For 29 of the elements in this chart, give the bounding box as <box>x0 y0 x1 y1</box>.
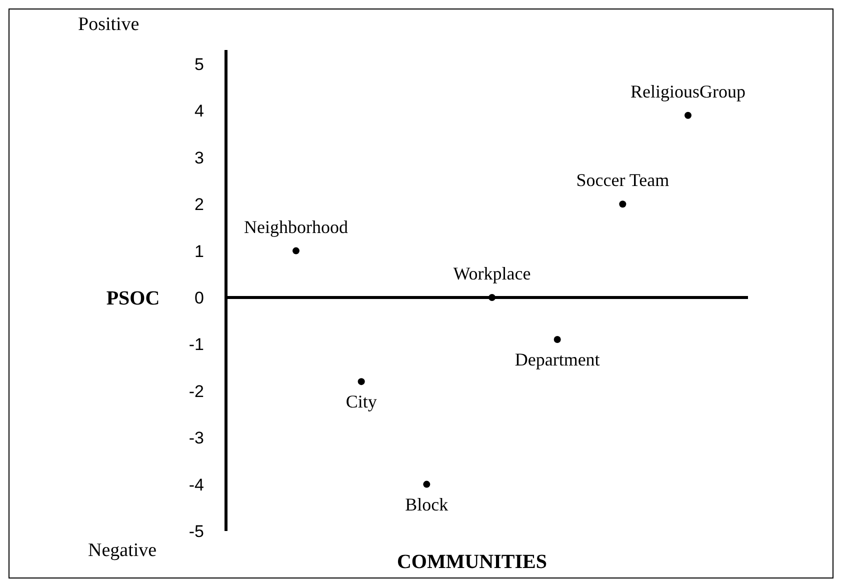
text: Positive <box>78 14 140 35</box>
point <box>684 112 692 119</box>
point <box>292 247 300 254</box>
point <box>423 480 430 488</box>
y-tick-label: 5 <box>194 54 204 74</box>
point <box>554 336 561 344</box>
y-tick-label: -5 <box>188 522 204 541</box>
x-tick-label: Workplace <box>453 264 531 284</box>
y-axis-title: PSOC <box>106 288 160 310</box>
y-tick-label: -4 <box>188 475 204 494</box>
x-tick-label: Department <box>514 350 600 370</box>
x-tick-label: City <box>346 392 377 412</box>
point <box>488 294 496 302</box>
y-tick-label: 4 <box>194 102 204 121</box>
point <box>358 378 365 386</box>
x-tick-label: Neighborhood <box>244 216 348 237</box>
x-axis-title: COMMUNITIES <box>396 551 548 573</box>
x-tick-label: Soccer Team <box>576 170 670 190</box>
y-tick-label: -3 <box>188 428 204 448</box>
point <box>619 200 626 208</box>
y-tick-label: 2 <box>194 195 204 214</box>
y-tick-label: -2 <box>188 382 204 401</box>
text: Negative <box>88 540 157 561</box>
y-tick-label: 3 <box>194 148 204 168</box>
y-tick-label: 0 <box>194 288 204 308</box>
x-tick-label: Block <box>405 494 448 514</box>
x-tick-label: ReligiousGroup <box>630 81 746 102</box>
y-tick-label: 1 <box>194 242 204 261</box>
y-tick-label: -1 <box>188 335 204 354</box>
